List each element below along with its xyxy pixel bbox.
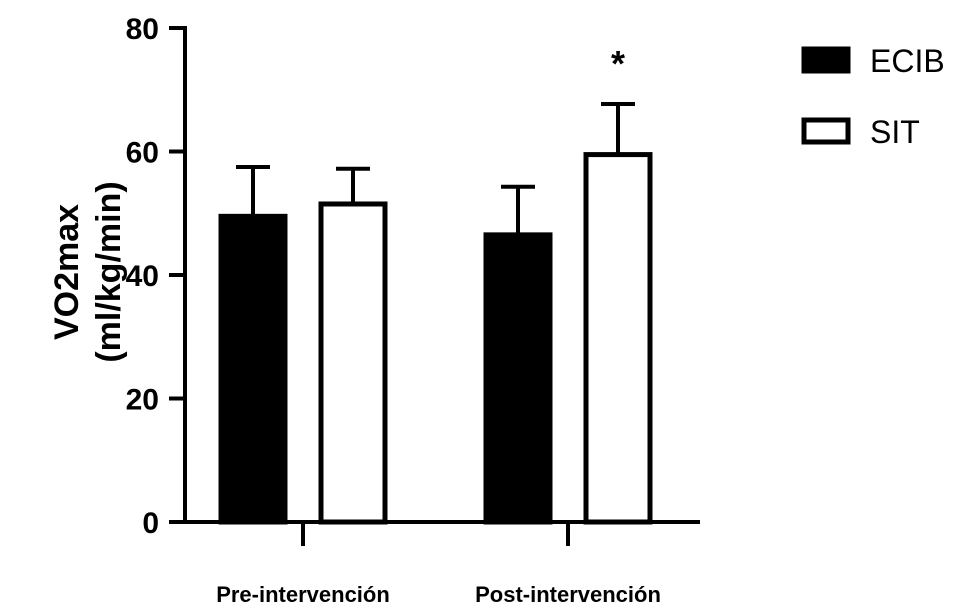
- y-tick-label: 60: [126, 137, 159, 170]
- x-tick-label: Post-intervención: [475, 582, 661, 607]
- bar-ecib-pre: [218, 164, 288, 525]
- bar-ecib-post: [483, 184, 553, 525]
- significance-marker: *: [611, 43, 625, 84]
- y-axis-title-line-2: (ml/kg/min): [90, 181, 128, 362]
- bar: [318, 201, 388, 525]
- bar: [483, 232, 553, 525]
- y-tick-label: 80: [126, 13, 159, 46]
- legend-item-ecib: ECIB: [801, 43, 945, 79]
- y-axis-title-line-1: VO2max: [48, 204, 86, 340]
- legend-swatch: [801, 117, 851, 145]
- y-tick-label: 40: [126, 260, 159, 293]
- bar: [218, 213, 288, 525]
- bar-sit-pre: [318, 166, 388, 525]
- legend-item-sit: SIT: [801, 114, 920, 150]
- bars: [218, 101, 653, 525]
- y-axis-title: VO2max (ml/kg/min): [48, 181, 128, 362]
- legend: ECIB SIT: [801, 43, 945, 150]
- legend-label: ECIB: [870, 43, 945, 79]
- legend-label: SIT: [870, 114, 920, 150]
- bar-sit-post: [583, 101, 653, 525]
- annotations: *: [611, 43, 625, 84]
- bar: [583, 152, 653, 525]
- legend-swatch: [801, 46, 851, 74]
- y-tick-label: 0: [142, 507, 159, 540]
- y-tick-label: 20: [126, 384, 159, 417]
- x-tick-label: Pre-intervención: [216, 582, 390, 607]
